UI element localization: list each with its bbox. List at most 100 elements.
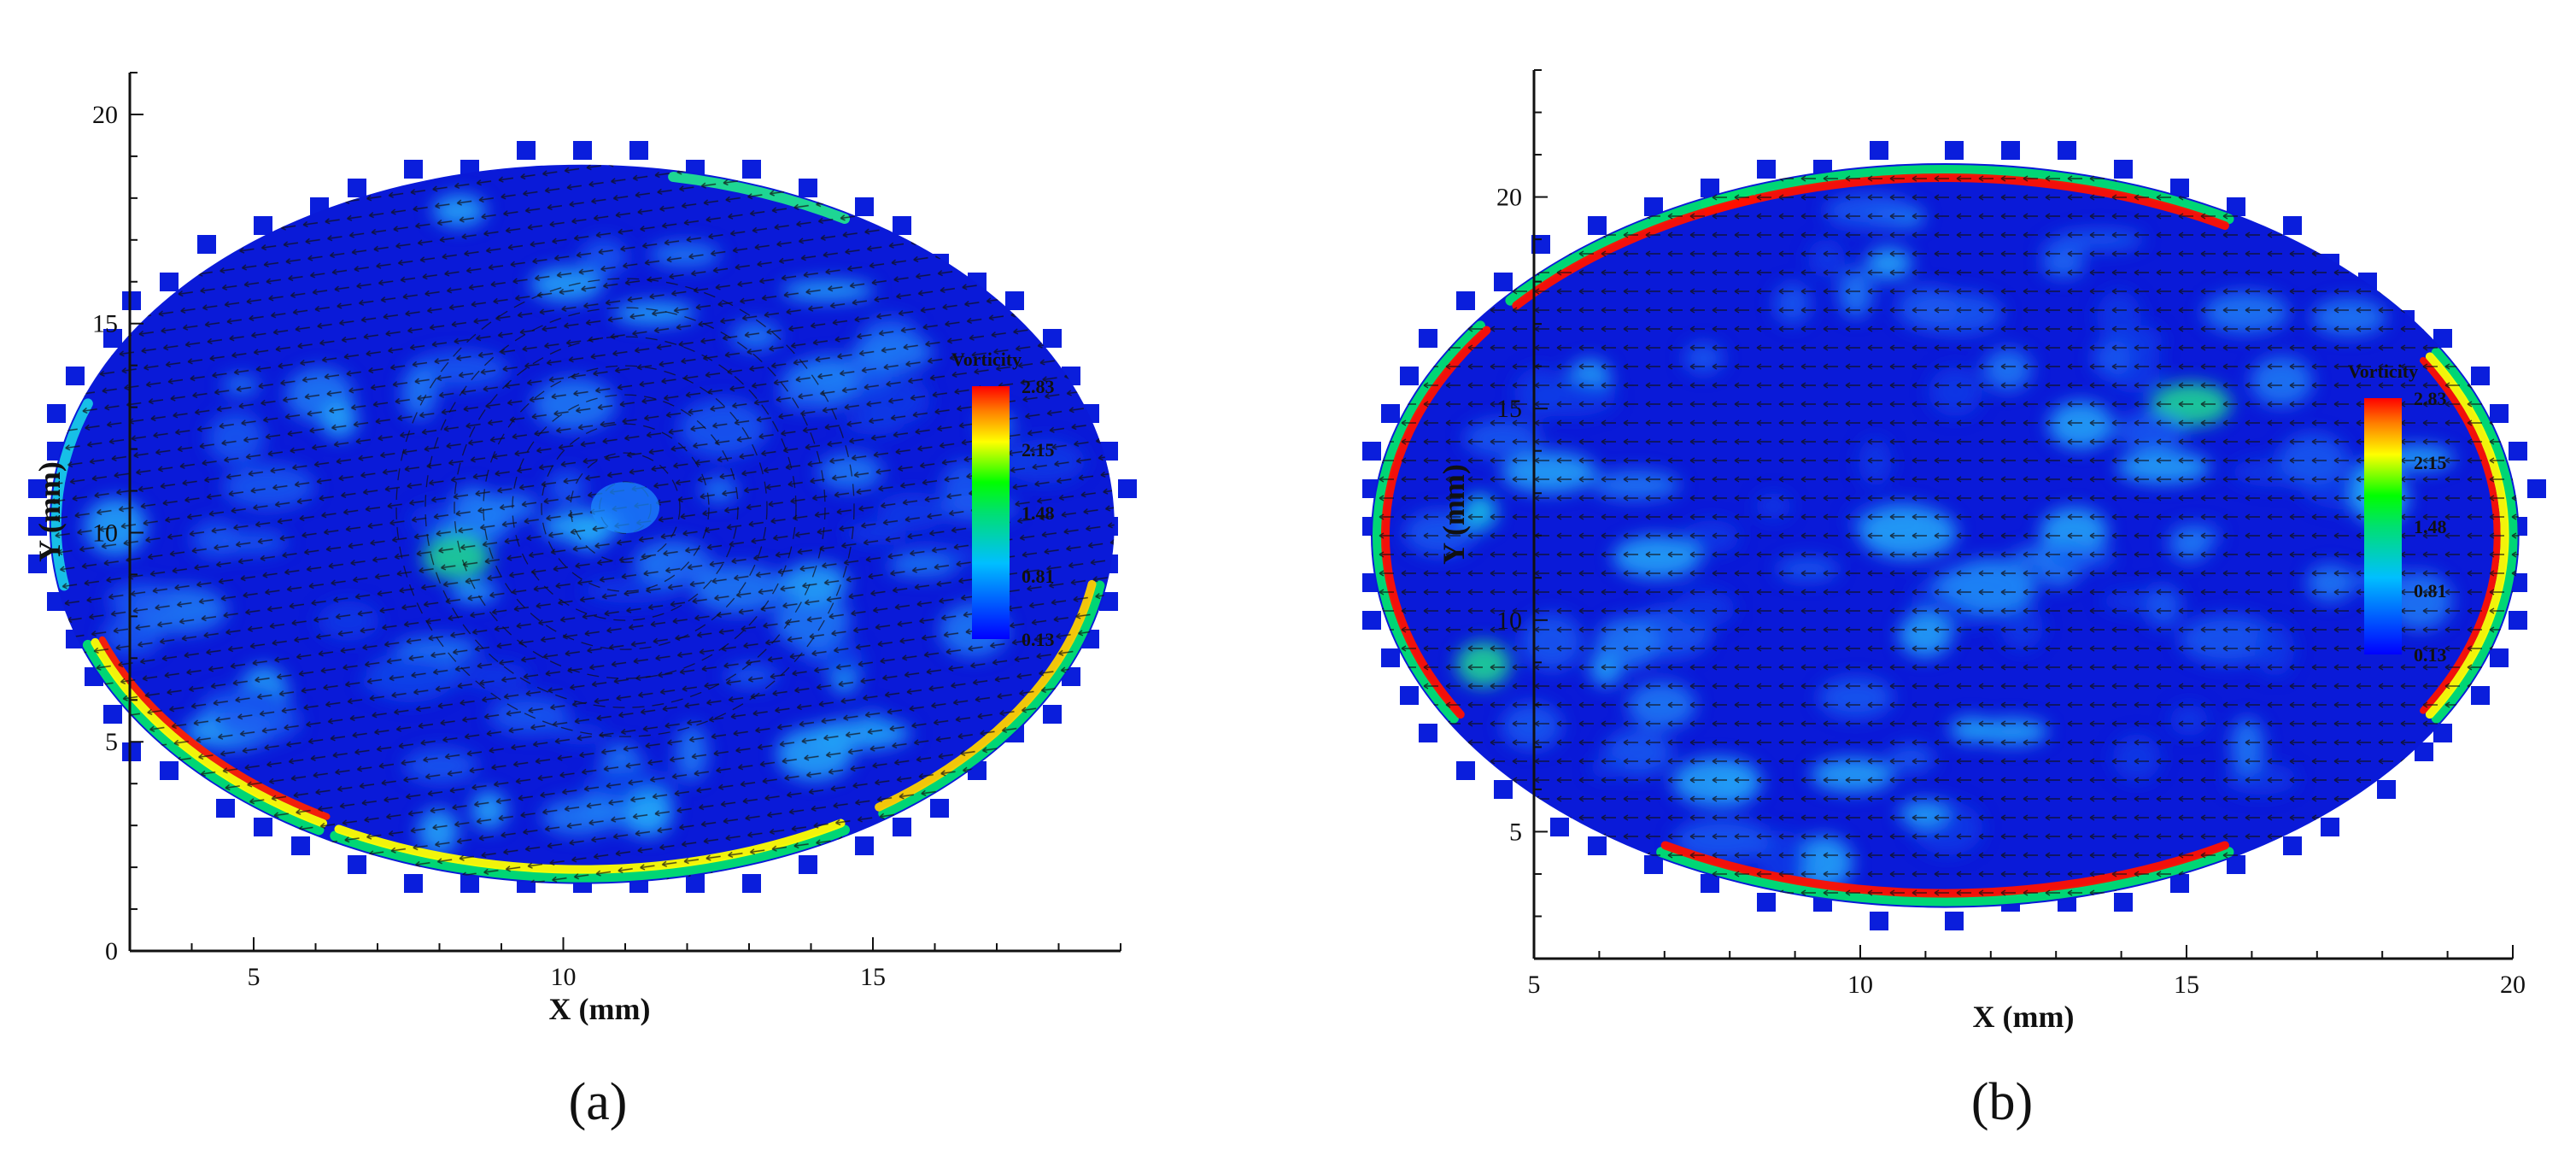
panel-b-label-close: ) [2016,1073,2034,1131]
panel-a-vorticity-field [28,141,1137,893]
vortex-streamline [483,365,768,650]
panel-b: 5 10 15 20 5 10 15 20 X (mm) Y (mm) Vorticity 2.83… [1362,69,2546,1034]
edge-block [1456,291,1475,310]
edge-block [2001,141,2020,160]
edge-block [2058,141,2076,160]
y-tick-label: 20 [1496,184,1522,212]
y-tick-label: 15 [92,310,118,338]
edge-block [103,705,122,724]
vortex-streamline [395,278,855,737]
panel-a-label-open: ( [569,1073,587,1131]
x-axis-title: X (mm) [549,992,651,1026]
edge-block [799,855,817,874]
colorbar-tick-label: 1.48 [1022,502,1055,524]
colorbar-tick-label: 0.13 [1022,629,1055,650]
edge-block [160,761,179,780]
edge-block [1099,592,1118,611]
edge-block [28,517,47,536]
edge-block [1644,855,1663,874]
edge-block [2227,855,2245,874]
edge-block [1588,836,1607,855]
vortex-core [591,482,659,534]
edge-block [1701,179,1719,197]
panel-b-label: (b) [1971,1073,2033,1131]
panel-b-label-open: ( [1971,1073,1989,1131]
colorbar-gradient [2364,398,2402,654]
edge-block [2114,160,2133,179]
x-tick-label: 10 [551,963,577,991]
x-tick-label: 5 [248,963,261,991]
colorbar-tick-label: 0.81 [1022,566,1055,587]
edge-block [1494,780,1513,799]
edge-block [1362,611,1381,630]
edge-block [1870,141,1888,160]
edge-block [1550,818,1569,836]
edge-block [1400,367,1419,385]
edge-block [2490,404,2509,423]
panel-b-label-letter: b [1989,1073,2016,1131]
edge-block [2170,874,2189,893]
edge-block [1945,912,1964,930]
edge-block [1118,479,1137,498]
edge-block [66,367,85,385]
edge-block [122,742,141,761]
vortex-streamline [454,336,797,679]
edge-block [517,141,536,160]
edge-block [855,836,874,855]
vortex-streamline [541,423,710,592]
edge-block [2283,836,2302,855]
edge-block [799,179,817,197]
edge-block [2527,479,2546,498]
edge-block [930,799,949,818]
edge-block [742,874,761,893]
edge-block [2433,724,2452,742]
edge-block [2283,216,2302,235]
edge-block [1381,404,1400,423]
edge-block [1644,197,1663,216]
edge-block [2509,611,2527,630]
edge-block [2415,742,2433,761]
edge-block [291,836,310,855]
edge-block [1005,291,1024,310]
edge-block [2490,648,2509,667]
edge-block [2321,818,2339,836]
y-tick-label: 10 [92,519,118,547]
colorbar-tick-label: 0.13 [2414,644,2447,666]
x-tick-label: 5 [1528,971,1541,999]
vortex-streamline [570,452,681,563]
edge-block [1043,329,1062,348]
edge-block [1362,442,1381,461]
x-tick-label: 15 [860,963,886,991]
edge-block [404,874,423,893]
edge-block [2433,329,2452,348]
edge-block [348,855,366,874]
edge-block [28,554,47,573]
edge-block [2114,893,2133,912]
edge-block [1381,648,1400,667]
x-tick-label: 15 [2174,971,2199,999]
edge-block [254,818,272,836]
edge-block [2471,367,2490,385]
edge-block [2227,197,2245,216]
colorbar-tick-label: 1.48 [2414,516,2447,537]
edge-block [1588,216,1607,235]
edge-block [1945,141,1964,160]
edge-block [28,479,47,498]
edge-block [2377,780,2396,799]
colorbar-gradient [972,386,1010,639]
colorbar-tick-label: 2.83 [1022,376,1055,397]
x-tick-label: 20 [2500,971,2526,999]
y-axis-title: Y (mm) [32,461,67,562]
panel-b-axes: 5 10 15 20 5 10 15 20 X (mm) Y (mm) [1437,69,2526,1034]
colorbar-tick-label: 2.83 [2414,388,2447,409]
velocity-vectors [49,164,1115,884]
panel-a-axes: 5 10 15 0 5 10 15 20 X (mm) Y (mm) [32,72,1121,1026]
edge-block [1870,912,1888,930]
edge-block [460,874,479,893]
panel-a-label-close: ) [610,1073,628,1131]
edge-block [1456,761,1475,780]
edge-block [197,235,216,254]
